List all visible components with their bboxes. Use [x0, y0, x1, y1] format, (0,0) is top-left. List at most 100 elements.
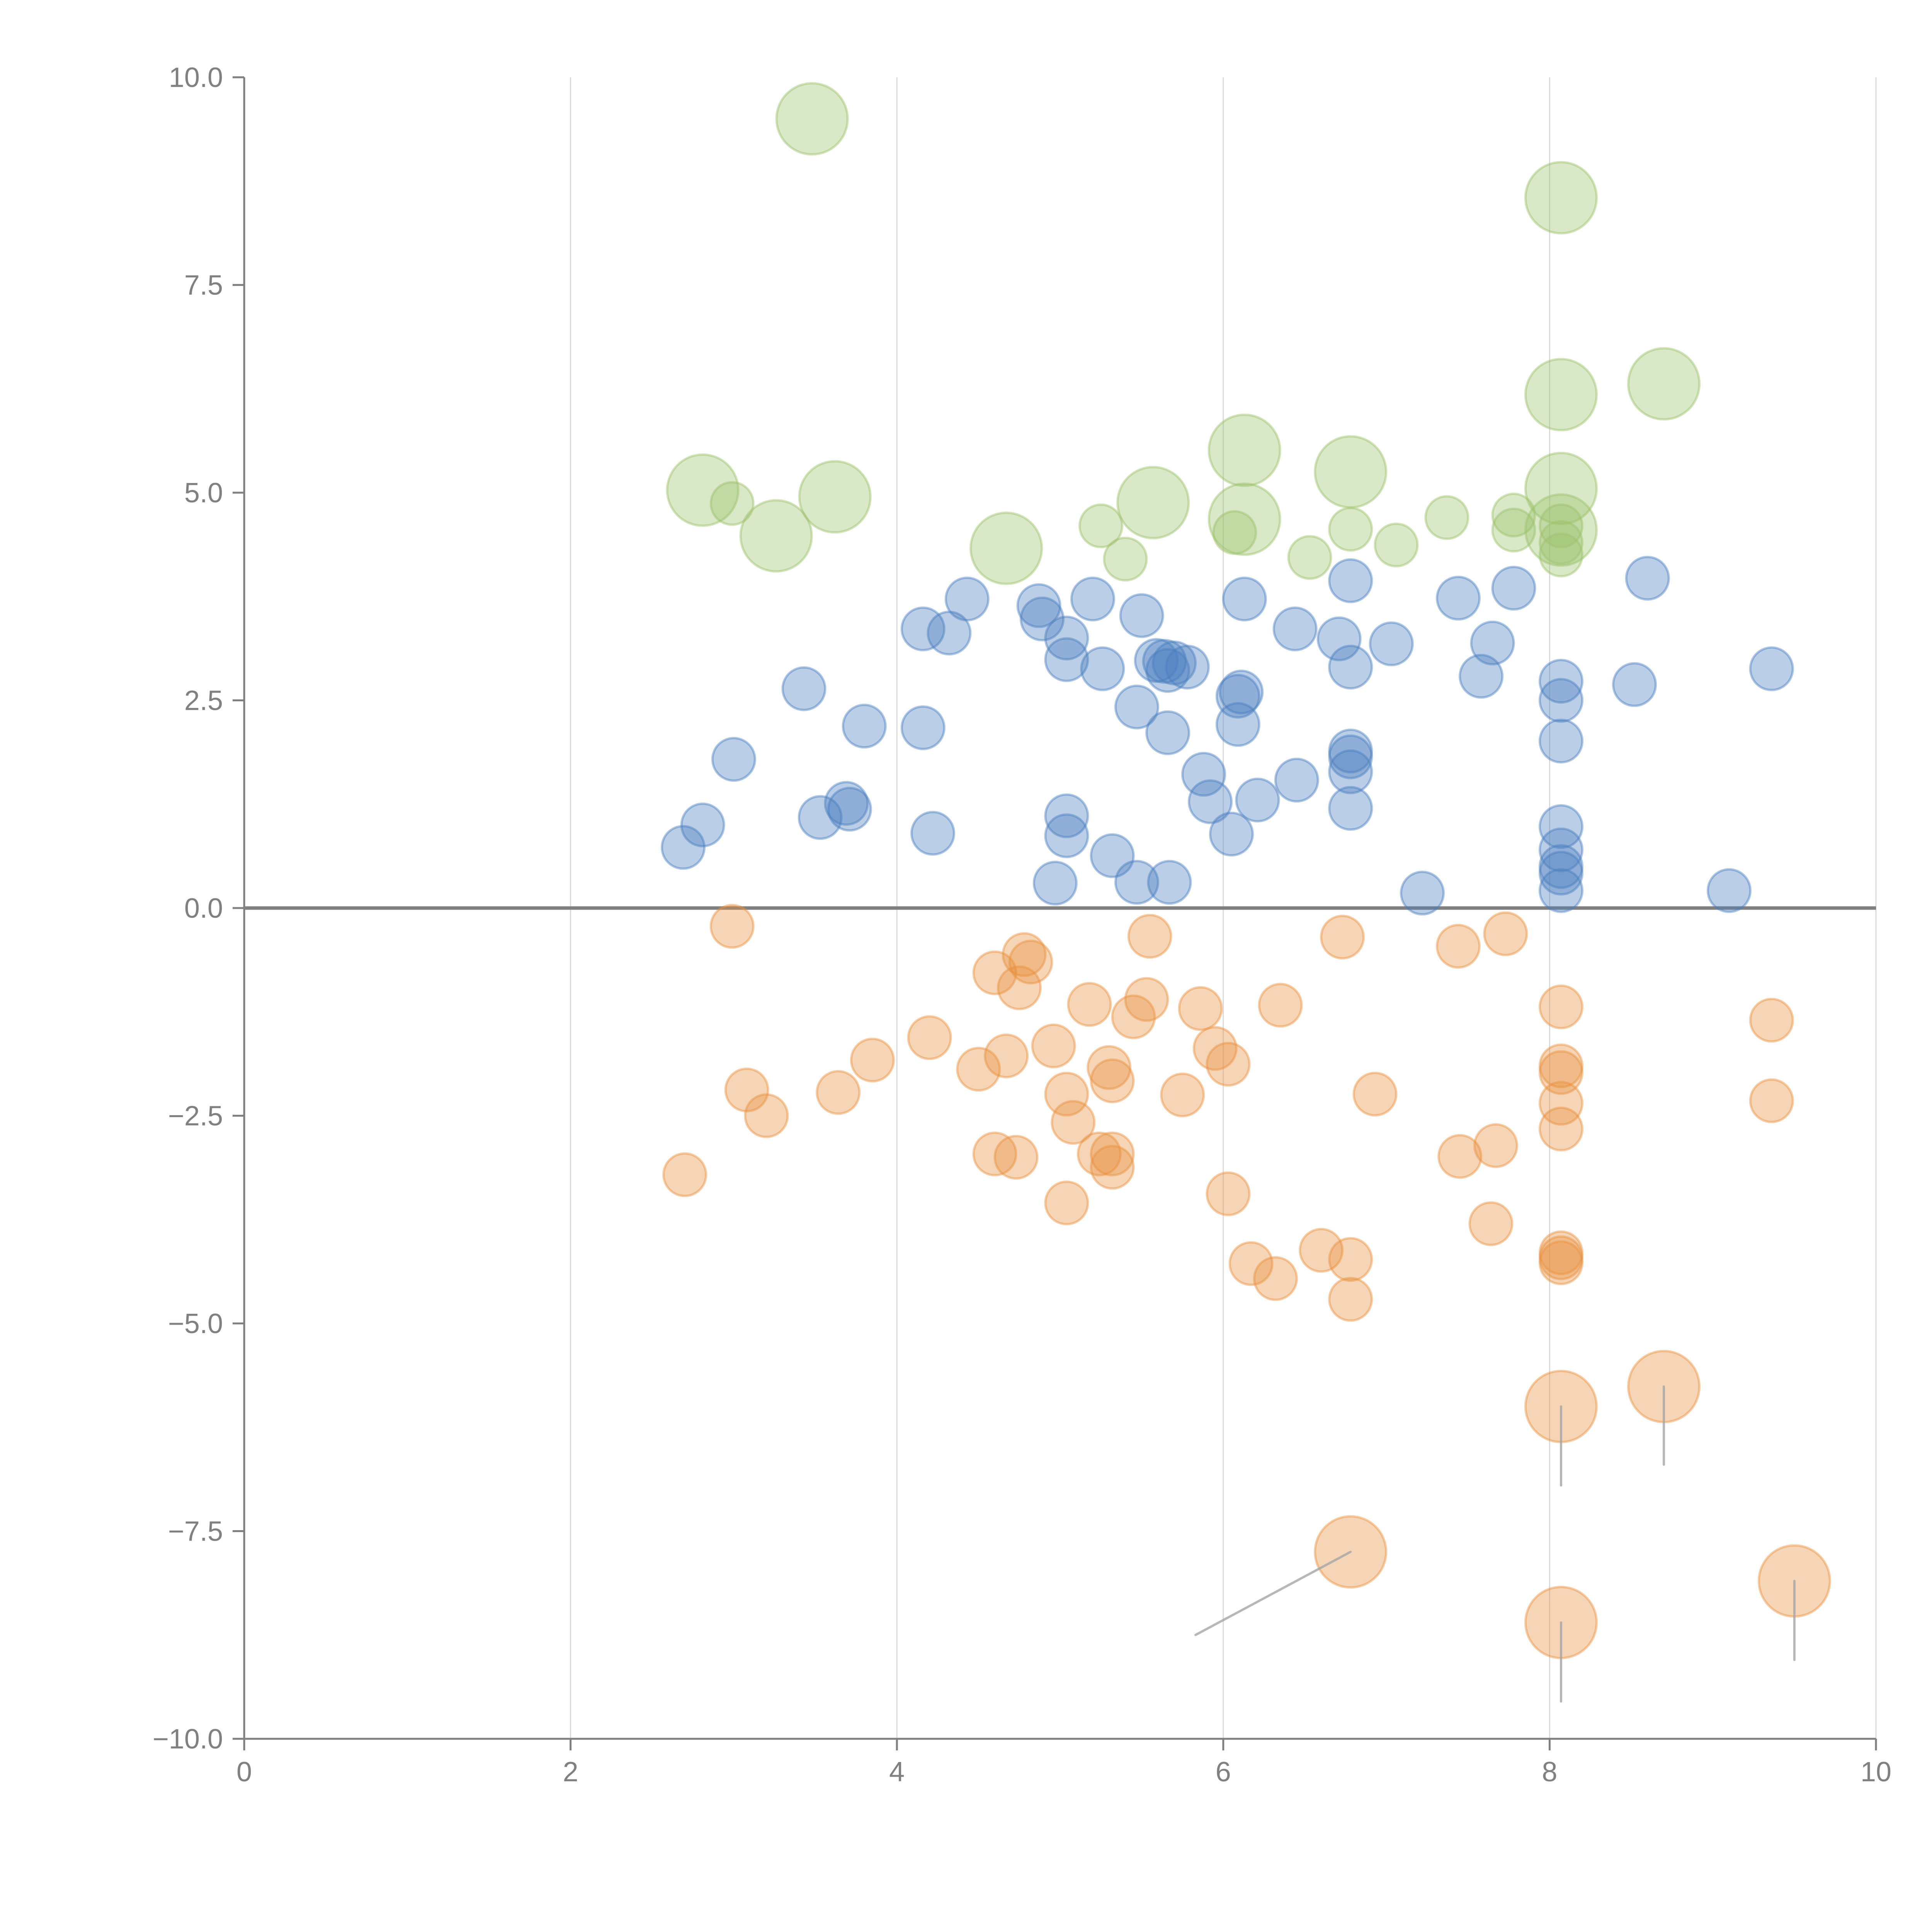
bubble-negative: [1044, 1071, 1089, 1117]
bubbles: [660, 82, 1831, 1659]
bubble-positive: [1328, 728, 1373, 774]
bubble-negative: [997, 965, 1042, 1010]
bubble-negative: [984, 1033, 1029, 1078]
bubble-negative: [1160, 1072, 1205, 1117]
bubble-positive: [1044, 616, 1089, 661]
bubble-negative: [1192, 1026, 1238, 1071]
bubble-high: [1103, 537, 1148, 582]
bubble-positive: [1119, 593, 1164, 638]
bubble-positive: [900, 705, 946, 750]
bubble-positive: [1219, 670, 1264, 714]
bubble-negative: [1468, 1201, 1514, 1246]
x-tick-label: 6: [1216, 1757, 1231, 1787]
bubble-high-large: [798, 460, 872, 534]
bubble-positive: [1706, 868, 1752, 913]
bubble-positive: [1538, 659, 1583, 704]
bubble-negative: [1206, 1042, 1251, 1087]
bubble-positive: [1165, 645, 1210, 690]
bubble-high: [1078, 503, 1124, 548]
bubble-positive: [1209, 811, 1254, 857]
bubble-negative: [1077, 1131, 1122, 1177]
bubble-positive: [1328, 558, 1373, 603]
bubble-positive: [1491, 566, 1536, 611]
bubble-positive: [1222, 577, 1267, 622]
bubble-high-large: [969, 512, 1043, 585]
bubble-positive: [1400, 871, 1445, 916]
bubble-positive: [1215, 702, 1260, 747]
bubble-negative: [1067, 982, 1112, 1027]
bubble-high: [1491, 493, 1536, 538]
bubble-positive: [1274, 757, 1319, 803]
bubble-high-large: [739, 499, 813, 573]
bubble-positive: [1016, 583, 1061, 628]
bubble-positive: [1612, 662, 1657, 707]
bubble-positive: [1114, 860, 1159, 905]
bubble-negative: [1749, 998, 1794, 1043]
bubble-negative: [1044, 1180, 1089, 1226]
y-tick-label: 10.0: [169, 62, 223, 93]
bubble-high-large: [775, 82, 849, 156]
bubble-positive: [1145, 648, 1190, 693]
bubble-positive: [1188, 779, 1233, 824]
bubble-high-large: [1524, 358, 1598, 432]
y-tick-label: −10.0: [153, 1724, 223, 1755]
bubble-high: [1287, 535, 1332, 580]
bubble-positive: [1538, 678, 1583, 723]
bubble-negative: [1031, 1023, 1076, 1068]
bubble-high: [1491, 507, 1536, 553]
bubble-high: [1424, 495, 1469, 540]
x-tick-label: 10: [1861, 1757, 1891, 1787]
bubble-high: [1328, 507, 1373, 552]
bubble-negative: [1538, 1230, 1583, 1276]
bubble-positive: [944, 577, 990, 622]
annotation-leaders: [1194, 1385, 1796, 1703]
bubble-negative: [1127, 914, 1172, 959]
x-tick-label: 2: [563, 1757, 578, 1787]
bubble-positive: [1020, 596, 1065, 641]
bubble-positive: [1625, 556, 1670, 601]
y-tick-label: 7.5: [184, 270, 223, 301]
bubble-negative: [1749, 1078, 1794, 1123]
bubble-negative: [1538, 1081, 1583, 1126]
bubble-positive: [1080, 646, 1125, 691]
bubble-high-large: [666, 453, 740, 527]
bubble-positive: [1538, 850, 1583, 896]
bubble-positive: [1316, 616, 1362, 662]
bubble-positive: [910, 811, 956, 856]
x-tick-label: 4: [889, 1757, 905, 1787]
bubble-positive: [660, 825, 706, 870]
bubble-negative: [1087, 1045, 1132, 1090]
bubble-negative: [907, 1015, 952, 1060]
bubble-positive: [1032, 861, 1078, 906]
bubble-high-large: [1524, 452, 1598, 526]
axes: [243, 77, 1876, 1740]
bubble-negative: [1299, 1228, 1344, 1273]
bubble-positive: [1145, 710, 1190, 755]
bubble-negative: [1328, 1237, 1373, 1282]
bubble-negative: [1258, 983, 1303, 1028]
bubble-negative: [850, 1037, 895, 1083]
bubble-positive: [1090, 833, 1135, 878]
bubble-negative: [1473, 1123, 1519, 1168]
bubble-high-large: [1524, 493, 1598, 567]
bubble-negative: [1090, 1058, 1135, 1104]
bubble-high: [709, 481, 755, 526]
bubble-positive: [1328, 645, 1373, 690]
bubble-negative: [1538, 1043, 1583, 1088]
bubble-negative: [1253, 1256, 1298, 1301]
bubble-high: [1374, 522, 1419, 568]
y-tick-label: 0.0: [184, 893, 223, 924]
bubble-high: [1538, 503, 1583, 548]
bubble-positive: [1070, 577, 1115, 622]
y-tick-label: 5.0: [184, 478, 223, 509]
bubble-negative: [1051, 1100, 1096, 1145]
bubble-negative: [956, 1047, 1001, 1092]
bubble-positive: [1044, 793, 1089, 838]
bubble-positive: [1369, 621, 1414, 667]
bubble-positive: [1470, 621, 1515, 666]
bubble-positive: [1134, 638, 1179, 683]
bubble-negative: [1538, 1240, 1583, 1286]
bubble-negative: [972, 950, 1017, 995]
bubble-negative: [1178, 986, 1223, 1031]
bubble-positive: [1328, 734, 1373, 779]
